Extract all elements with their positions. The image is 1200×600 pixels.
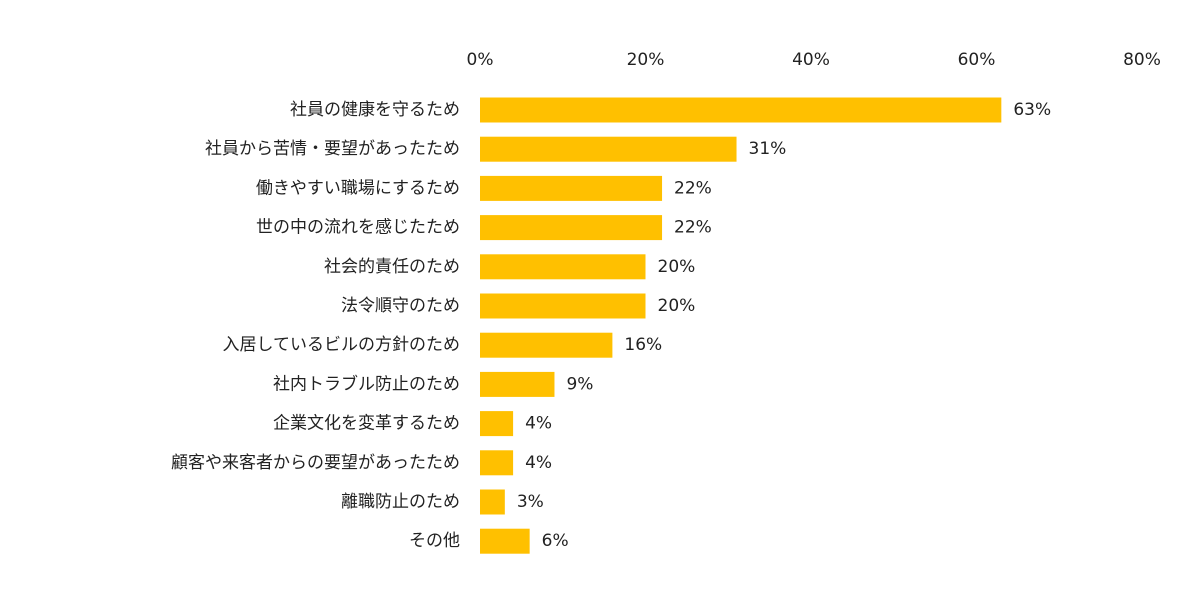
category-label: 社員の健康を守るため — [290, 100, 460, 120]
x-tick-label: 0% — [467, 50, 494, 70]
value-label: 22% — [674, 178, 712, 198]
category-label: 法令順守のため — [341, 296, 460, 316]
value-label: 20% — [658, 296, 696, 316]
value-labels: 63% 31% 22% 22% 20% 20% 16% 9% 4% 4% 3% 6% — [517, 100, 1051, 551]
category-label: 世の中の流れを感じたため — [256, 218, 460, 238]
value-label: 63% — [1013, 100, 1051, 120]
x-axis-ticks: 0% 20% 40% 60% 80% — [467, 50, 1161, 70]
bar — [480, 254, 646, 280]
category-label: 離職防止のため — [341, 492, 460, 512]
category-label: 入居しているビルの方針のため — [223, 335, 461, 355]
value-label: 31% — [749, 139, 787, 159]
x-tick-label: 60% — [958, 50, 996, 70]
category-label: 社会的責任のため — [324, 257, 460, 277]
category-label: 企業文化を変革するため — [273, 414, 460, 434]
bar — [480, 136, 737, 162]
bar — [480, 450, 514, 476]
x-tick-label: 40% — [792, 50, 830, 70]
category-label: 社員から苦情・要望があったため — [205, 139, 460, 159]
value-label: 20% — [658, 257, 696, 277]
value-label: 3% — [517, 492, 544, 512]
category-labels: 社員の健康を守るため社員から苦情・要望があったため働きやすい職場にするため世の中… — [171, 100, 460, 551]
bar — [480, 528, 530, 554]
category-label: その他 — [409, 531, 460, 551]
value-label: 4% — [525, 453, 552, 473]
bars-group — [480, 97, 1002, 554]
bar — [480, 97, 1002, 123]
bar — [480, 215, 663, 241]
bar — [480, 175, 663, 201]
bar — [480, 411, 514, 437]
value-label: 16% — [624, 335, 662, 355]
category-label: 顧客や来客者からの要望があったため — [171, 453, 460, 473]
bar — [480, 371, 555, 397]
x-tick-label: 80% — [1123, 50, 1161, 70]
value-label: 6% — [542, 531, 569, 551]
value-label: 4% — [525, 414, 552, 434]
category-label: 社内トラブル防止のため — [273, 373, 460, 394]
value-label: 22% — [674, 218, 712, 238]
bar — [480, 489, 505, 515]
category-label: 働きやすい職場にするため — [256, 178, 460, 198]
bar — [480, 332, 613, 358]
value-label: 9% — [566, 374, 593, 394]
x-tick-label: 20% — [627, 50, 665, 70]
bar — [480, 293, 646, 319]
